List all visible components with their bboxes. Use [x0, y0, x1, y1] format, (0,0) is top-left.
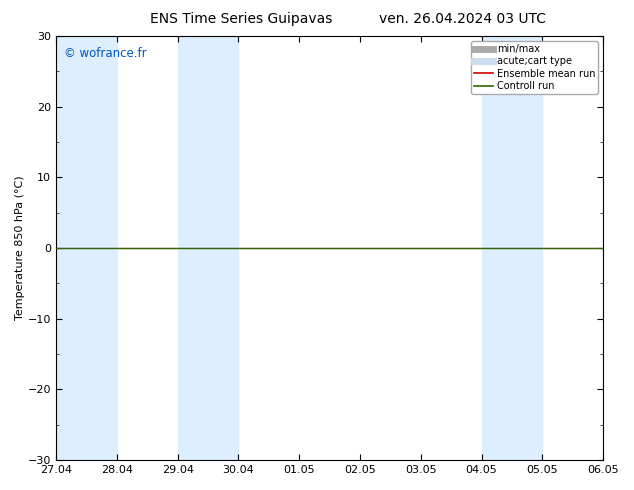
Text: ven. 26.04.2024 03 UTC: ven. 26.04.2024 03 UTC	[379, 12, 547, 26]
Legend: min/max, acute;cart type, Ensemble mean run, Controll run: min/max, acute;cart type, Ensemble mean …	[470, 41, 598, 94]
Text: ENS Time Series Guipavas: ENS Time Series Guipavas	[150, 12, 332, 26]
Bar	[482, 36, 543, 460]
Bar	[178, 36, 238, 460]
Y-axis label: Temperature 850 hPa (°C): Temperature 850 hPa (°C)	[15, 176, 25, 320]
Bar	[56, 36, 117, 460]
Text: © wofrance.fr: © wofrance.fr	[64, 47, 147, 60]
Bar	[603, 36, 634, 460]
